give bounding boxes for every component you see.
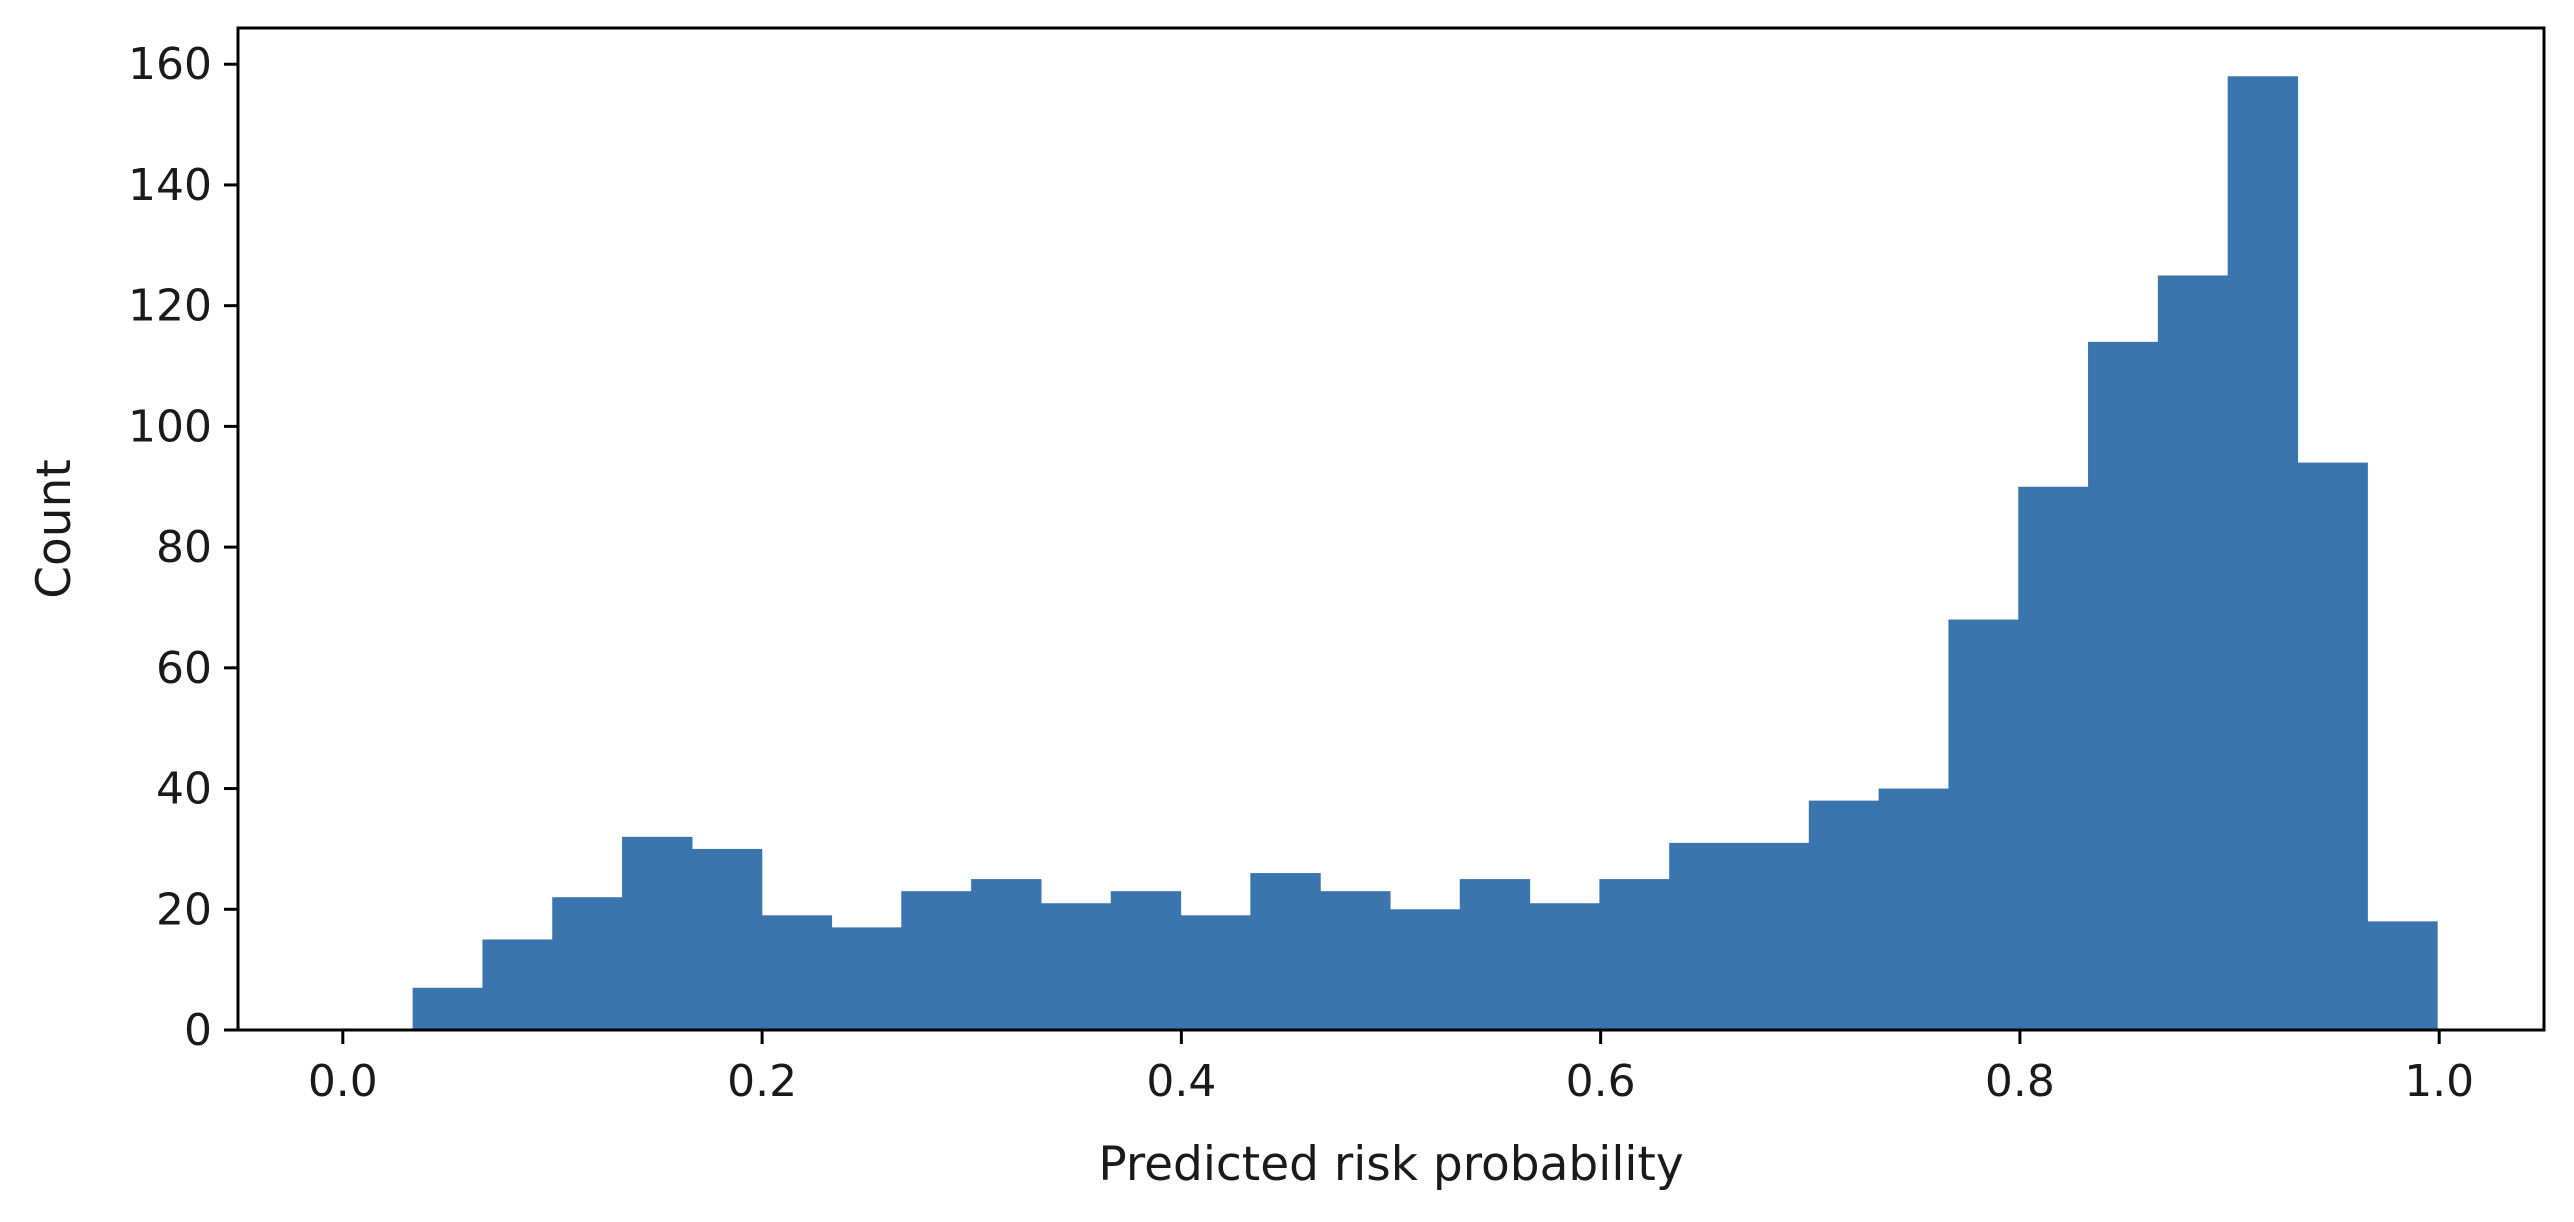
histogram-bar: [1599, 879, 1670, 1030]
histogram-bar: [1808, 800, 1880, 1030]
histogram-bar: [622, 836, 693, 1030]
histogram-bar: [2157, 275, 2229, 1030]
x-axis: 0.0 0.2 0.4 0.6 0.8 1.0: [308, 1030, 2474, 1107]
y-tick-label: 40: [156, 764, 212, 815]
y-tick-label: 160: [128, 39, 212, 90]
x-tick-label: 0.8: [1985, 1056, 2055, 1107]
y-tick-label: 80: [156, 522, 212, 573]
histogram-bar: [1040, 903, 1112, 1030]
histogram-bar: [1320, 891, 1391, 1030]
histogram-bar: [2297, 462, 2368, 1030]
histogram-bar: [1389, 909, 1461, 1030]
x-tick-label: 0.2: [727, 1056, 797, 1107]
y-tick-label: 20: [156, 884, 212, 935]
histogram-bar: [1180, 915, 1251, 1030]
y-tick-label: 60: [156, 643, 212, 694]
y-tick-label: 0: [184, 1005, 212, 1056]
histogram-bar: [2018, 486, 2089, 1031]
histogram-bar: [412, 987, 484, 1030]
histogram-bar: [761, 915, 833, 1030]
histogram-bar: [901, 891, 972, 1030]
bars-group: [412, 76, 2438, 1031]
x-tick-label: 0.6: [1566, 1056, 1636, 1107]
histogram-bar: [482, 939, 553, 1030]
y-tick-label: 100: [128, 401, 212, 452]
x-tick-label: 0.0: [308, 1056, 378, 1107]
histogram-bar: [1459, 879, 1531, 1030]
histogram-bar: [691, 848, 763, 1030]
histogram-bar: [1878, 788, 1950, 1030]
histogram-bar: [831, 927, 902, 1030]
y-axis-label: Count: [27, 459, 82, 599]
histogram-bar: [971, 879, 1042, 1030]
histogram-bar: [1948, 619, 2019, 1030]
histogram-bar: [2088, 341, 2159, 1030]
histogram-bar: [1738, 842, 1810, 1030]
x-axis-label: Predicted risk probability: [1098, 1137, 1683, 1192]
histogram-bar: [1669, 842, 1740, 1030]
histogram-bar: [1250, 873, 1321, 1030]
histogram-bar: [1529, 903, 1600, 1030]
histogram-bar: [552, 897, 623, 1030]
histogram-bar: [2227, 76, 2299, 1030]
histogram-bar: [2367, 921, 2438, 1030]
x-tick-label: 0.4: [1146, 1056, 1216, 1107]
y-axis: 0 20 40 60 80 100 120 140 160: [128, 39, 238, 1056]
x-tick-label: 1.0: [2404, 1056, 2474, 1107]
histogram-bar: [1110, 891, 1182, 1030]
plot-frame: [236, 26, 2546, 1032]
y-tick-label: 120: [128, 281, 212, 332]
y-tick-label: 140: [128, 160, 212, 211]
